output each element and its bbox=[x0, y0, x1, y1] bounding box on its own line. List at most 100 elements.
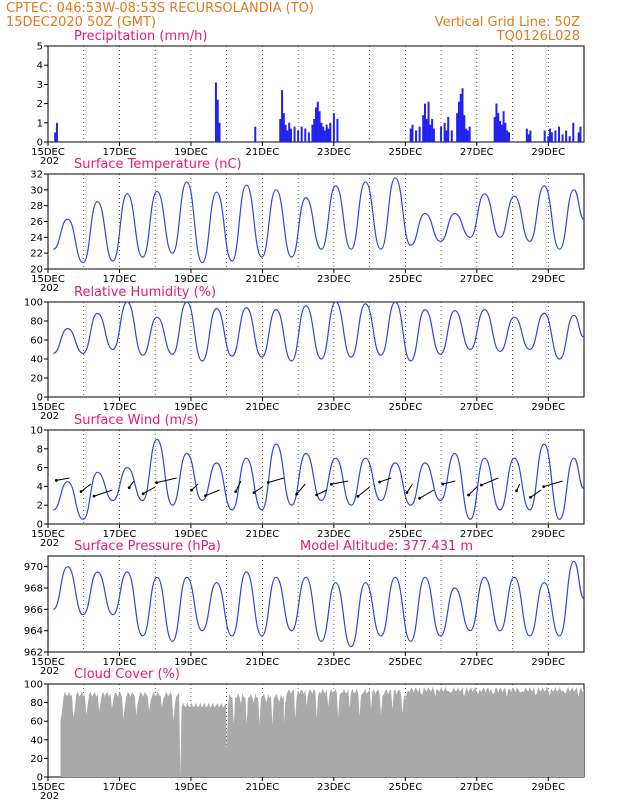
x-tick-label: 27DEC bbox=[460, 147, 494, 158]
precip-bar bbox=[440, 126, 443, 142]
precip-bar bbox=[318, 111, 321, 142]
series-line bbox=[53, 438, 585, 520]
precip-bar bbox=[547, 136, 550, 142]
y-tick-label: 100 bbox=[24, 298, 43, 309]
precip-bar bbox=[418, 126, 421, 142]
precip-bar bbox=[450, 130, 453, 142]
precip-bar bbox=[500, 124, 503, 142]
precip-bar bbox=[320, 122, 323, 142]
x-tick-label: 25DEC bbox=[388, 529, 422, 540]
x-tick-label: 15DEC bbox=[31, 657, 65, 668]
precip-bar bbox=[54, 132, 57, 142]
precip-bar bbox=[550, 132, 553, 142]
x-year-label: 202 bbox=[40, 538, 59, 549]
precip-bar bbox=[284, 124, 287, 142]
x-tick-label: 15DEC bbox=[31, 274, 65, 285]
wind-arrow bbox=[191, 483, 199, 491]
precip-bar bbox=[461, 88, 464, 142]
precip-bar bbox=[561, 134, 564, 142]
y-tick-label: 80 bbox=[30, 317, 43, 328]
y-tick-label: 40 bbox=[30, 735, 43, 746]
panel-frame bbox=[47, 429, 585, 525]
precip-bar bbox=[495, 103, 498, 142]
wind-arrow bbox=[442, 480, 456, 485]
precip-bar bbox=[432, 128, 435, 142]
x-tick-label: 19DEC bbox=[174, 147, 208, 158]
header: CPTEC: 046:53W-08:53S RECURSOLANDIA (TO)… bbox=[6, 1, 580, 44]
x-tick-label: 27DEC bbox=[460, 274, 494, 285]
x-tick-label: 23DEC bbox=[317, 147, 351, 158]
precip-bar bbox=[281, 90, 284, 142]
y-tick-label: 0 bbox=[37, 138, 43, 149]
wind-arrow-head bbox=[54, 478, 58, 482]
wind-arrow bbox=[253, 486, 263, 494]
x-year-label: 202 bbox=[40, 791, 59, 800]
x-tick-label: 17DEC bbox=[103, 782, 137, 793]
wind-arrow bbox=[80, 483, 92, 492]
wind-arrow-head bbox=[542, 485, 546, 489]
precip-bar bbox=[313, 118, 316, 142]
x-tick-label: 27DEC bbox=[460, 402, 494, 413]
x-tick-label: 29DEC bbox=[531, 402, 565, 413]
wind-arrow bbox=[56, 477, 70, 481]
wind-arrow-head bbox=[190, 488, 193, 492]
precip-bar bbox=[311, 124, 314, 142]
y-tick-label: 32 bbox=[30, 170, 43, 181]
panel-title: Precipitation (mm/h) bbox=[74, 29, 207, 44]
wind-arrow-head bbox=[266, 481, 270, 484]
wind-arrow-head bbox=[127, 486, 131, 490]
panel-5: Cloud Cover (%) 0 20 40 60 80 100 15DEC 17DEC 19D… bbox=[24, 667, 585, 800]
panel-title: Surface Temperature (nC) bbox=[74, 157, 242, 172]
precip-bar bbox=[214, 82, 217, 142]
x-tick-label: 19DEC bbox=[174, 402, 208, 413]
x-tick-label: 23DEC bbox=[317, 402, 351, 413]
cloud-area bbox=[60, 686, 585, 777]
y-tick-label: 968 bbox=[24, 584, 43, 595]
precip-bar bbox=[336, 118, 339, 142]
precip-bar bbox=[300, 126, 303, 142]
wind-arrow bbox=[530, 489, 542, 498]
precip-bar bbox=[543, 130, 546, 142]
y-tick-label: 28 bbox=[30, 201, 43, 212]
panel-4: Surface Pressure (hPa) Model Altitude: 37… bbox=[24, 539, 585, 677]
precip-bar bbox=[468, 126, 471, 142]
wind-arrow bbox=[331, 480, 349, 485]
x-tick-label: 25DEC bbox=[388, 274, 422, 285]
y-tick-label: 970 bbox=[24, 562, 43, 573]
y-tick-label: 3 bbox=[37, 80, 43, 91]
x-year-label: 202 bbox=[40, 666, 59, 677]
precip-bar bbox=[529, 130, 532, 142]
x-tick-label: 19DEC bbox=[174, 529, 208, 540]
x-tick-label: 19DEC bbox=[174, 782, 208, 793]
x-tick-label: 25DEC bbox=[388, 147, 422, 158]
x-tick-label: 23DEC bbox=[317, 529, 351, 540]
y-tick-label: 4 bbox=[37, 482, 43, 493]
precip-bar bbox=[293, 126, 296, 142]
y-tick-label: 60 bbox=[30, 336, 43, 347]
wind-arrow bbox=[93, 489, 113, 497]
x-tick-label: 15DEC bbox=[31, 782, 65, 793]
wind-arrow-head bbox=[234, 490, 238, 494]
x-tick-label: 17DEC bbox=[103, 657, 137, 668]
y-tick-label: 22 bbox=[30, 249, 43, 260]
precip-bar bbox=[322, 126, 325, 142]
y-tick-label: 962 bbox=[24, 648, 43, 659]
precip-bar bbox=[279, 118, 282, 142]
precip-bar bbox=[568, 136, 571, 142]
x-tick-label: 29DEC bbox=[531, 529, 565, 540]
wind-arrow-head bbox=[79, 490, 83, 493]
wind-arrow-head bbox=[418, 496, 421, 500]
panels: Precipitation (mm/h) 0 1 2 3 4 5 15DEC 17DEC 19DE… bbox=[24, 29, 585, 800]
model-code: TQ0126L028 bbox=[496, 29, 580, 44]
precip-bar bbox=[286, 130, 289, 142]
precip-bar bbox=[445, 130, 448, 142]
x-tick-label: 29DEC bbox=[531, 147, 565, 158]
precip-bar bbox=[463, 115, 466, 142]
precip-bar bbox=[304, 128, 307, 142]
y-tick-label: 20 bbox=[30, 265, 43, 276]
x-tick-label: 21DEC bbox=[246, 147, 280, 158]
precip-bar bbox=[527, 134, 530, 142]
station-title: CPTEC: 046:53W-08:53S RECURSOLANDIA (TO) bbox=[6, 1, 314, 16]
x-year-label: 202 bbox=[40, 283, 59, 294]
